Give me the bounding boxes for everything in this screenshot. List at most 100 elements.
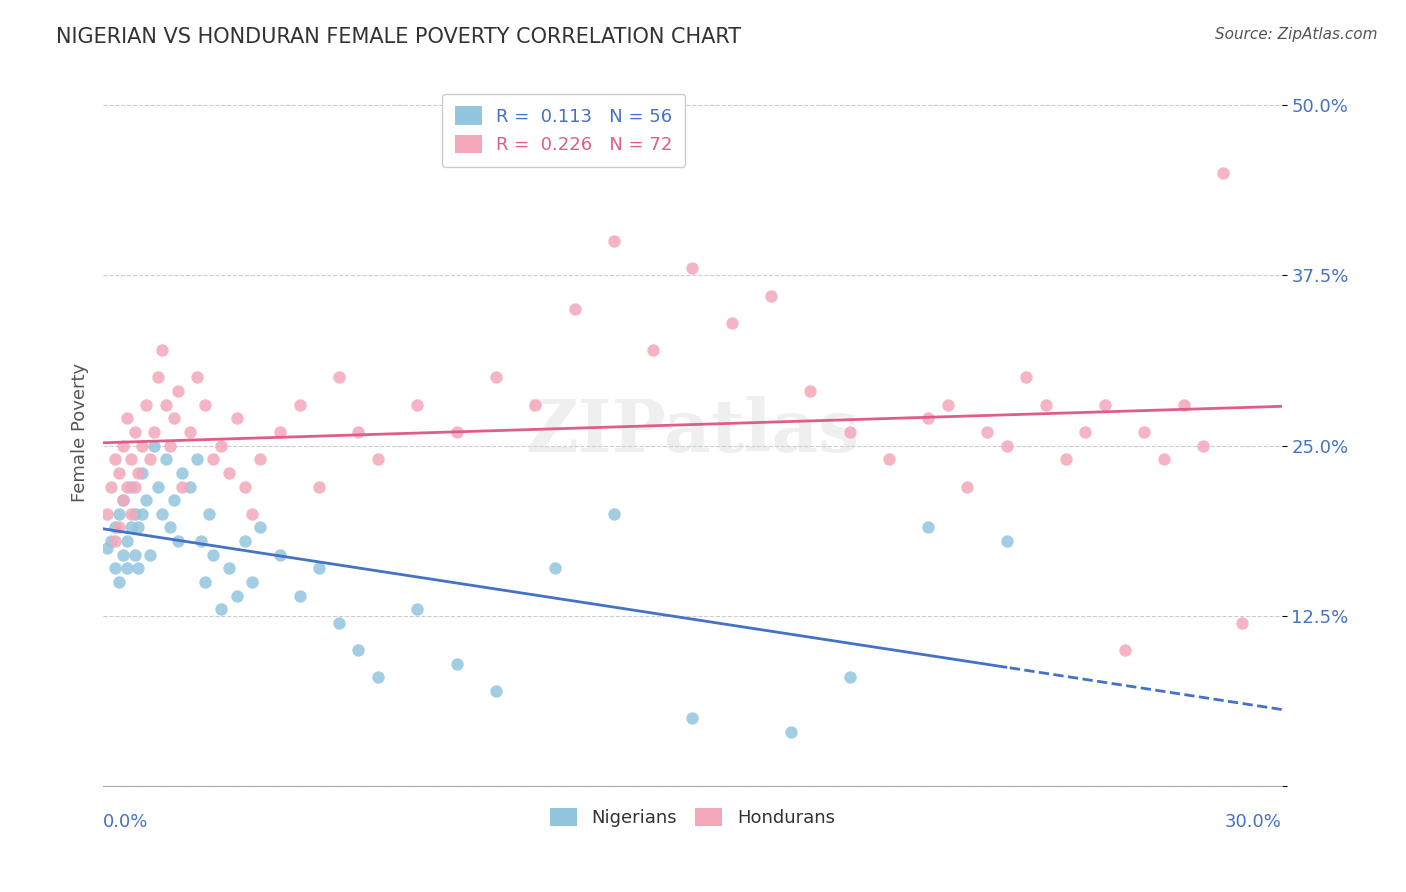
Point (120, 452, 142, 467)
Point (108, 520, 131, 534)
Point (202, 452, 225, 467)
Point (446, 425, 468, 439)
Point (406, 398, 429, 412)
Point (1192, 439, 1215, 453)
Point (269, 548, 291, 562)
Point (446, 657, 468, 671)
Point (233, 534, 256, 549)
Point (163, 493, 186, 508)
Point (643, 343, 665, 358)
Point (104, 561, 127, 575)
Point (155, 452, 177, 467)
Point (218, 561, 240, 575)
Point (131, 507, 153, 521)
Point (100, 534, 122, 549)
Point (146, 370, 169, 384)
Point (779, 725, 801, 739)
Point (120, 520, 142, 534)
Point (1094, 398, 1116, 412)
Point (146, 479, 169, 493)
Point (143, 439, 166, 453)
Point (288, 398, 311, 412)
Point (139, 452, 162, 467)
Point (288, 589, 311, 603)
Point (1015, 370, 1038, 384)
Point (96, 541, 118, 555)
Point (150, 343, 173, 358)
Point (1074, 425, 1097, 439)
Point (131, 466, 153, 480)
Point (111, 548, 134, 562)
Point (328, 370, 350, 384)
Point (406, 602, 429, 616)
Point (233, 479, 256, 493)
Point (720, 316, 742, 330)
Point (111, 439, 134, 453)
Point (995, 534, 1018, 549)
Point (1133, 425, 1156, 439)
Point (115, 534, 138, 549)
Point (603, 234, 626, 248)
Point (249, 520, 271, 534)
Legend: Nigerians, Hondurans: Nigerians, Hondurans (543, 800, 842, 834)
Point (249, 452, 271, 467)
Point (124, 507, 146, 521)
Point (127, 561, 149, 575)
Point (308, 561, 330, 575)
Point (143, 425, 166, 439)
Text: 30.0%: 30.0% (1225, 814, 1282, 831)
Point (544, 561, 567, 575)
Text: 0.0%: 0.0% (103, 814, 149, 831)
Point (198, 507, 221, 521)
Point (135, 493, 157, 508)
Point (108, 507, 131, 521)
Point (127, 520, 149, 534)
Point (485, 370, 508, 384)
Point (917, 520, 939, 534)
Point (179, 425, 201, 439)
Point (877, 452, 900, 467)
Point (367, 452, 389, 467)
Text: ZIPatlas: ZIPatlas (526, 396, 859, 467)
Text: Source: ZipAtlas.com: Source: ZipAtlas.com (1215, 27, 1378, 42)
Point (838, 425, 860, 439)
Point (242, 574, 264, 589)
Point (190, 534, 212, 549)
Point (917, 411, 939, 425)
Point (202, 548, 225, 562)
Point (936, 398, 959, 412)
Point (166, 384, 188, 398)
Point (170, 466, 193, 480)
Point (308, 479, 330, 493)
Point (269, 425, 291, 439)
Point (1232, 615, 1254, 630)
Point (186, 452, 208, 467)
Point (120, 507, 142, 521)
Point (1153, 452, 1175, 467)
Point (131, 439, 153, 453)
Point (108, 574, 131, 589)
Point (603, 507, 626, 521)
Point (159, 520, 181, 534)
Point (104, 452, 127, 467)
Point (124, 425, 146, 439)
Point (209, 439, 232, 453)
Point (1054, 452, 1077, 467)
Point (564, 302, 586, 317)
Point (111, 493, 134, 508)
Point (166, 534, 188, 549)
Point (104, 534, 127, 549)
Point (838, 670, 860, 684)
Point (194, 398, 217, 412)
Point (1035, 398, 1057, 412)
Point (1212, 166, 1234, 180)
Point (108, 466, 131, 480)
Point (150, 507, 173, 521)
Point (759, 288, 782, 302)
Point (485, 684, 508, 698)
Point (124, 479, 146, 493)
Point (194, 574, 217, 589)
Point (1114, 643, 1136, 657)
Point (100, 479, 122, 493)
Point (170, 479, 193, 493)
